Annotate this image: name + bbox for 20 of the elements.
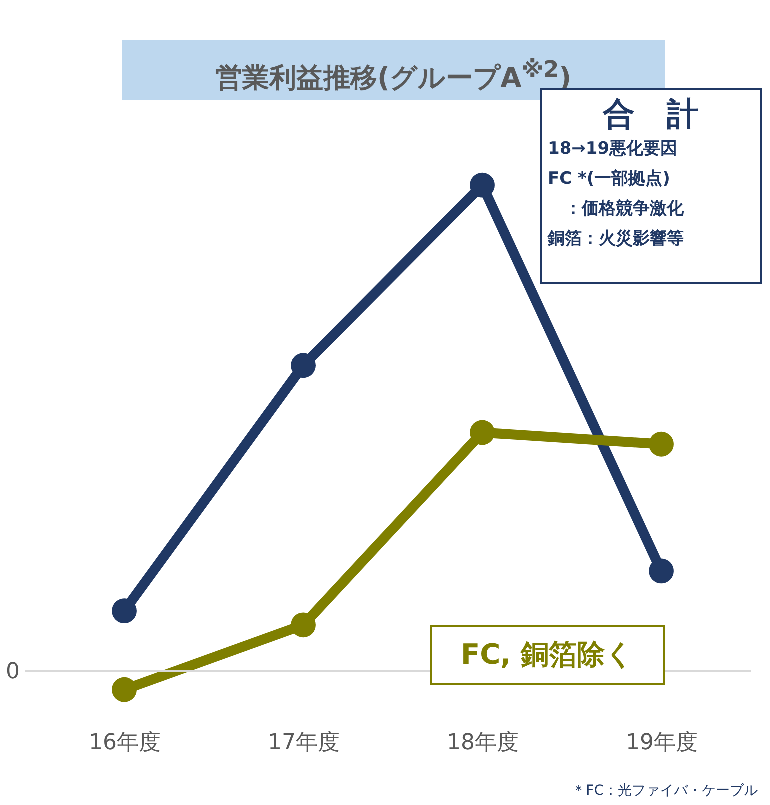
- ref-line-label: 0: [6, 659, 20, 684]
- point: [291, 612, 316, 638]
- text: 18→19悪化要因: [548, 138, 679, 161]
- point: [649, 432, 674, 457]
- text: ＊FC：光ファイバ・ケーブル: [572, 782, 758, 800]
- point: [649, 558, 674, 584]
- point: [470, 172, 495, 198]
- annotation: 銅箔：火災影響等: [548, 228, 685, 251]
- text: FC, 銅箔除く: [430, 625, 665, 685]
- point: [470, 420, 495, 446]
- text: 合 計: [602, 94, 700, 134]
- x-tick-label: 18年度: [447, 730, 519, 756]
- point: [112, 677, 137, 702]
- annotation: ：価格競争激化: [564, 198, 685, 221]
- x-tick-label: 17年度: [268, 730, 340, 756]
- point: [291, 353, 316, 378]
- x-tick-label: 19年度: [626, 730, 698, 756]
- x-tick-label: 16年度: [89, 730, 161, 756]
- point: [112, 598, 137, 624]
- annotation: FC *(一部拠点): [548, 168, 672, 191]
